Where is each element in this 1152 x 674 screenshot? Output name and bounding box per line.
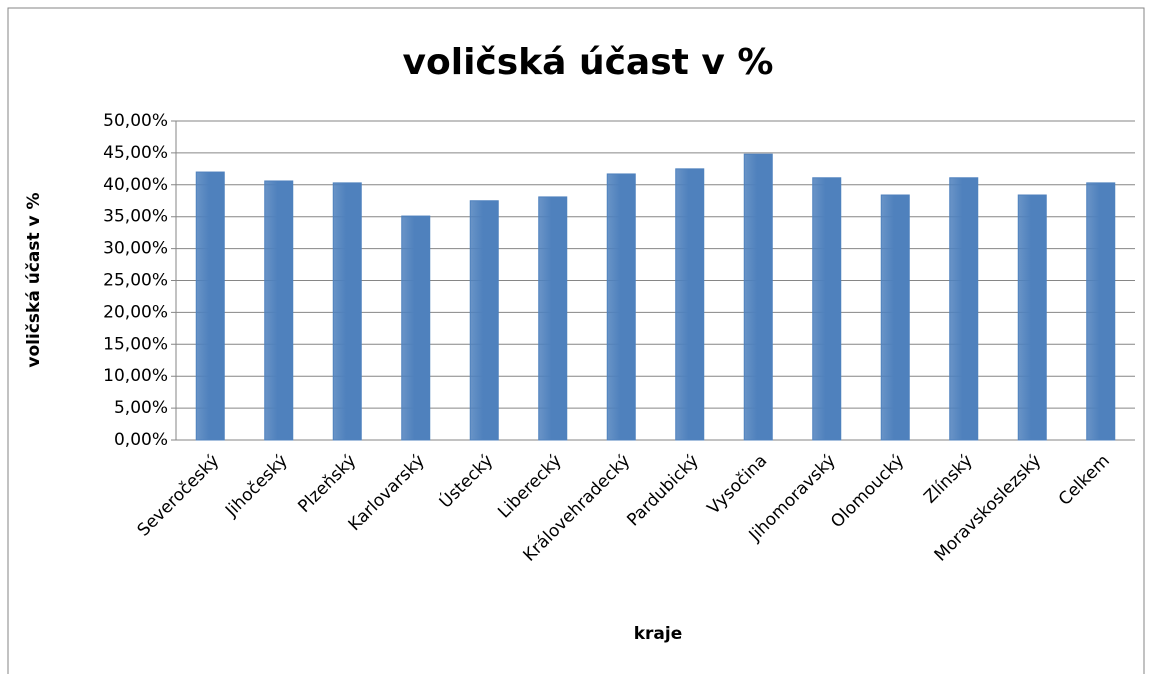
bar	[469, 200, 499, 441]
y-tick-label: 40,00%	[103, 175, 168, 195]
y-tick-label: 25,00%	[103, 271, 168, 291]
bar	[949, 177, 979, 441]
y-tick-label: 10,00%	[103, 366, 168, 386]
y-tick-label: 15,00%	[103, 334, 168, 354]
bar	[606, 173, 636, 441]
bar	[675, 168, 705, 441]
bar	[195, 171, 225, 441]
bar	[332, 182, 362, 441]
bar	[880, 194, 910, 441]
x-axis-label: kraje	[634, 624, 683, 644]
y-tick-label: 5,00%	[114, 398, 168, 418]
chart-title: voličská účast v %	[403, 42, 774, 83]
y-tick-label: 30,00%	[103, 239, 168, 259]
y-axis-label: voličská účast v %	[24, 192, 44, 367]
bar	[264, 180, 294, 441]
bar	[1017, 194, 1047, 441]
bar	[401, 215, 431, 441]
bar	[812, 177, 842, 441]
y-tick-label: 20,00%	[103, 302, 168, 322]
bar	[1086, 182, 1116, 441]
bar	[743, 153, 773, 441]
bar	[538, 196, 568, 441]
y-tick-label: 0,00%	[114, 430, 168, 450]
y-tick-label: 45,00%	[103, 143, 168, 163]
y-tick-label: 35,00%	[103, 207, 168, 227]
y-tick-label: 50,00%	[103, 111, 168, 131]
